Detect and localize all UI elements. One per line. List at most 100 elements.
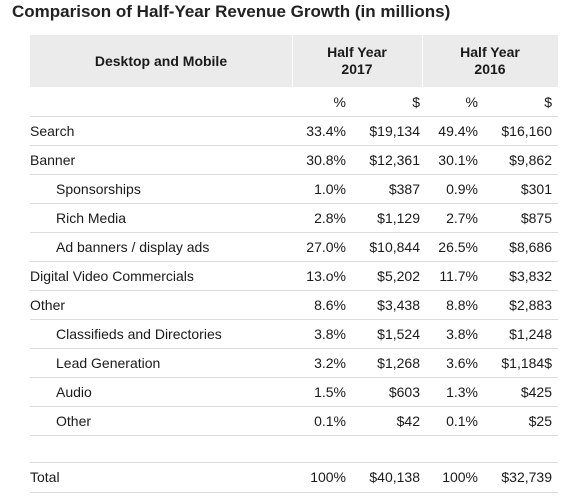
cell-percent-2017: 3.8%	[314, 326, 346, 342]
cell-percent-2016: 11.7%	[439, 268, 478, 284]
cell-percent-2017: 1.5%	[314, 384, 346, 400]
cell-dollars-2017: $387	[388, 181, 420, 197]
total-divider	[30, 462, 558, 463]
row-label: Rich Media	[56, 210, 127, 226]
total-row: Total 100% $40,138 100% $32,739	[30, 463, 558, 492]
unit-dollar-2016: $	[544, 94, 552, 110]
row-label: Digital Video Commercials	[30, 268, 194, 284]
row-divider	[30, 377, 558, 378]
cell-dollars-2016: $16,160	[501, 123, 552, 139]
cell-dollars-2017: $12,361	[369, 152, 420, 168]
cell-dollars-2017: $42	[396, 413, 420, 429]
unit-dollar-2017: $	[412, 94, 420, 110]
cell-percent-2017: 8.6%	[314, 297, 346, 313]
cell-dollars-2016: $2,883	[509, 297, 552, 313]
header-col-2016-line2: 2016	[474, 61, 506, 77]
unit-percent-2017: %	[333, 94, 346, 110]
cell-percent-2016: 2.7%	[446, 210, 478, 226]
cell-dollars-2016: $3,832	[509, 268, 552, 284]
cell-dollars-2017: $3,438	[377, 297, 420, 313]
cell-dollars-2017: $603	[388, 384, 420, 400]
table-row: Ad banners / display ads 27.0% $10,844 26.5…	[30, 233, 558, 262]
table-bottom-border	[30, 492, 558, 493]
table-row: Lead Generation 3.2% $1,268 3.6% $1,184$	[30, 349, 558, 378]
row-label: Banner	[30, 152, 76, 168]
cell-percent-2016: 0.1%	[446, 413, 478, 429]
cell-percent-2016: 0.9%	[446, 181, 478, 197]
table-row: Classifieds and Directories 3.8% $1,524 3.8…	[30, 320, 558, 349]
page-title: Comparison of Half-Year Revenue Growth (…	[12, 2, 451, 21]
cell-dollars-2016: $25	[528, 413, 552, 429]
row-label: Lead Generation	[56, 355, 161, 371]
total-label: Total	[30, 469, 60, 485]
row-divider	[30, 232, 558, 233]
table-row: Other 0.1% $42 0.1% $25	[30, 407, 558, 436]
row-label: Audio	[56, 384, 92, 400]
cell-dollars-2016: $1,184$	[501, 355, 552, 371]
total-dollars-2016: $32,739	[501, 469, 552, 485]
table-row: Digital Video Commercials 13.o% $5,202 11.7…	[30, 262, 558, 291]
row-divider	[30, 348, 558, 349]
cell-dollars-2016: $301	[520, 181, 552, 197]
cell-dollars-2017: $5,202	[377, 268, 420, 284]
row-divider	[30, 319, 558, 320]
cell-percent-2016: 1.3%	[446, 384, 478, 400]
cell-percent-2016: 26.5%	[438, 239, 478, 255]
total-percent-2017: 100%	[310, 469, 346, 485]
row-divider	[30, 116, 558, 117]
cell-dollars-2016: $8,686	[509, 239, 552, 255]
row-label: Search	[30, 123, 75, 139]
cell-percent-2017: 3.2%	[314, 355, 346, 371]
table-row: Sponsorships 1.0% $387 0.9% $301	[30, 175, 558, 204]
header-col-2016: Half Year 2016	[422, 35, 558, 87]
row-divider	[30, 203, 558, 204]
cell-dollars-2017: $10,844	[369, 239, 420, 255]
row-label: Classifieds and Directories	[56, 326, 222, 342]
table-header: Desktop and Mobile Half Year 2017 Half Y…	[30, 35, 558, 87]
unit-percent-2016: %	[465, 94, 478, 110]
cell-percent-2016: 30.1%	[438, 152, 478, 168]
cell-dollars-2017: $1,524	[377, 326, 420, 342]
cell-percent-2016: 3.8%	[446, 326, 478, 342]
row-divider	[30, 174, 558, 175]
cell-percent-2017: 2.8%	[314, 210, 346, 226]
row-divider	[30, 406, 558, 407]
cell-percent-2017: 33.4%	[306, 123, 346, 139]
units-row: % $ % $	[30, 88, 558, 117]
cell-percent-2017: 27.0%	[306, 239, 346, 255]
cell-percent-2016: 49.4%	[438, 123, 478, 139]
cell-dollars-2017: $1,129	[377, 210, 420, 226]
row-label: Sponsorships	[56, 181, 141, 197]
header-col-2016-line1: Half Year	[460, 44, 520, 60]
cell-percent-2017: 30.8%	[306, 152, 346, 168]
table-row: Banner 30.8% $12,361 30.1% $9,862	[30, 146, 558, 175]
cell-percent-2016: 3.6%	[446, 355, 478, 371]
cell-percent-2016: 8.8%	[446, 297, 478, 313]
cell-dollars-2016: $875	[520, 210, 552, 226]
row-label: Other	[56, 413, 92, 429]
cell-percent-2017: 1.0%	[314, 181, 346, 197]
cell-dollars-2017: $1,268	[377, 355, 420, 371]
table-row: Rich Media 2.8% $1,129 2.7% $875	[30, 204, 558, 233]
row-divider	[30, 145, 558, 146]
cell-dollars-2016: $9,862	[509, 152, 552, 168]
table-row: Search 33.4% $19,134 49.4% $16,160	[30, 117, 558, 146]
row-divider	[30, 435, 558, 436]
cell-dollars-2017: $19,134	[369, 123, 420, 139]
row-label: Other	[30, 297, 66, 313]
header-divider	[292, 35, 293, 87]
table-row: Audio 1.5% $603 1.3% $425	[30, 378, 558, 407]
cell-dollars-2016: $425	[520, 384, 552, 400]
cell-percent-2017: 13.o%	[306, 268, 346, 284]
row-divider	[30, 261, 558, 262]
header-col-2017-line1: Half Year	[327, 44, 387, 60]
cell-dollars-2016: $1,248	[509, 326, 552, 342]
row-divider	[30, 290, 558, 291]
header-divider	[422, 35, 423, 87]
total-dollars-2017: $40,138	[369, 469, 420, 485]
header-col-2017: Half Year 2017	[292, 35, 422, 87]
table-row: Other 8.6% $3,438 8.8% $2,883	[30, 291, 558, 320]
header-col-2017-line2: 2017	[341, 61, 373, 77]
header-row-label: Desktop and Mobile	[94, 53, 228, 69]
row-label: Ad banners / display ads	[56, 239, 210, 255]
